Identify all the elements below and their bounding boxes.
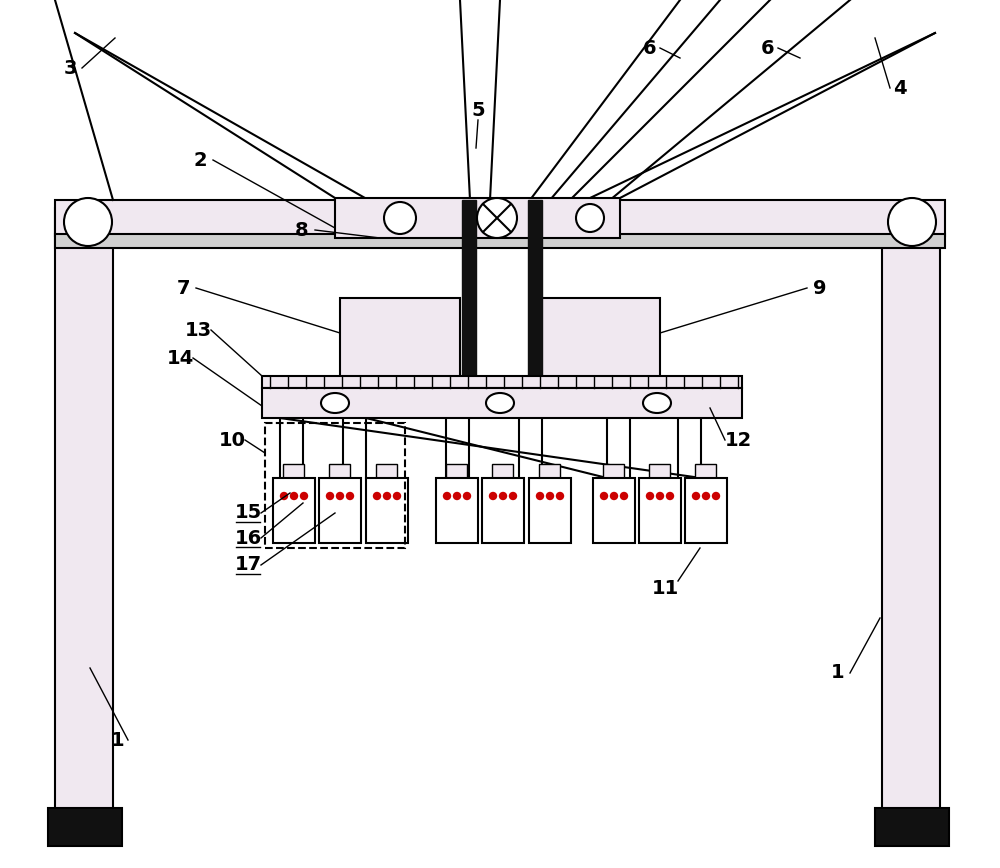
Circle shape [64,198,112,246]
Text: 13: 13 [184,320,212,339]
Circle shape [600,492,608,499]
Text: 5: 5 [471,101,485,120]
Bar [340,298,460,388]
Bar [492,464,513,478]
Circle shape [464,492,471,499]
Circle shape [394,492,400,499]
Bar [446,464,467,478]
Bar [649,464,670,478]
Text: 6: 6 [761,38,775,57]
Circle shape [280,492,288,499]
Bar [273,478,315,543]
Text: 8: 8 [295,220,309,240]
Bar [335,198,620,238]
Bar [376,464,397,478]
Circle shape [300,492,308,499]
Bar [482,478,524,543]
Circle shape [510,492,516,499]
Circle shape [500,492,507,499]
Circle shape [374,492,380,499]
Bar [593,478,635,543]
Text: 14: 14 [166,348,194,367]
Bar [55,200,945,236]
Circle shape [702,492,710,499]
Text: 11: 11 [651,578,679,597]
Text: 12: 12 [724,431,752,450]
Circle shape [556,492,564,499]
Circle shape [712,492,720,499]
Bar [540,298,660,388]
Circle shape [666,492,674,499]
Bar [695,464,716,478]
Text: 1: 1 [831,663,845,682]
Bar [462,200,476,388]
Text: 16: 16 [234,529,262,548]
Ellipse shape [486,393,514,413]
Circle shape [576,204,604,232]
Circle shape [384,202,416,234]
Bar [262,376,742,388]
Circle shape [610,492,618,499]
Bar [319,478,361,543]
Ellipse shape [321,393,349,413]
Ellipse shape [643,393,671,413]
Bar [436,478,478,543]
Text: 1: 1 [111,731,125,749]
Bar [603,464,624,478]
Circle shape [888,198,936,246]
Circle shape [692,492,700,499]
Circle shape [290,492,298,499]
Text: 3: 3 [63,58,77,77]
Circle shape [656,492,664,499]
Bar [882,208,940,830]
Bar [639,478,681,543]
Circle shape [536,492,544,499]
Text: 10: 10 [218,431,246,450]
Circle shape [646,492,654,499]
Text: 9: 9 [813,279,827,298]
Text: 6: 6 [643,38,657,57]
Bar [529,478,571,543]
Bar [366,478,408,543]
Circle shape [384,492,390,499]
Bar [265,423,405,548]
Circle shape [477,198,517,238]
Bar [55,234,945,248]
Bar [48,808,122,846]
Text: 4: 4 [893,78,907,97]
Circle shape [336,492,344,499]
Bar [55,208,113,830]
Text: 17: 17 [234,556,262,575]
Text: 15: 15 [234,503,262,523]
Circle shape [444,492,450,499]
Bar [539,464,560,478]
Circle shape [490,492,496,499]
Bar [875,808,949,846]
Bar [283,464,304,478]
Bar [528,200,542,388]
Circle shape [326,492,334,499]
Bar [262,388,742,418]
Circle shape [620,492,628,499]
Bar [329,464,350,478]
Bar [685,478,727,543]
Circle shape [347,492,354,499]
Circle shape [546,492,554,499]
Circle shape [454,492,460,499]
Text: 2: 2 [193,150,207,169]
Text: 7: 7 [176,279,190,298]
